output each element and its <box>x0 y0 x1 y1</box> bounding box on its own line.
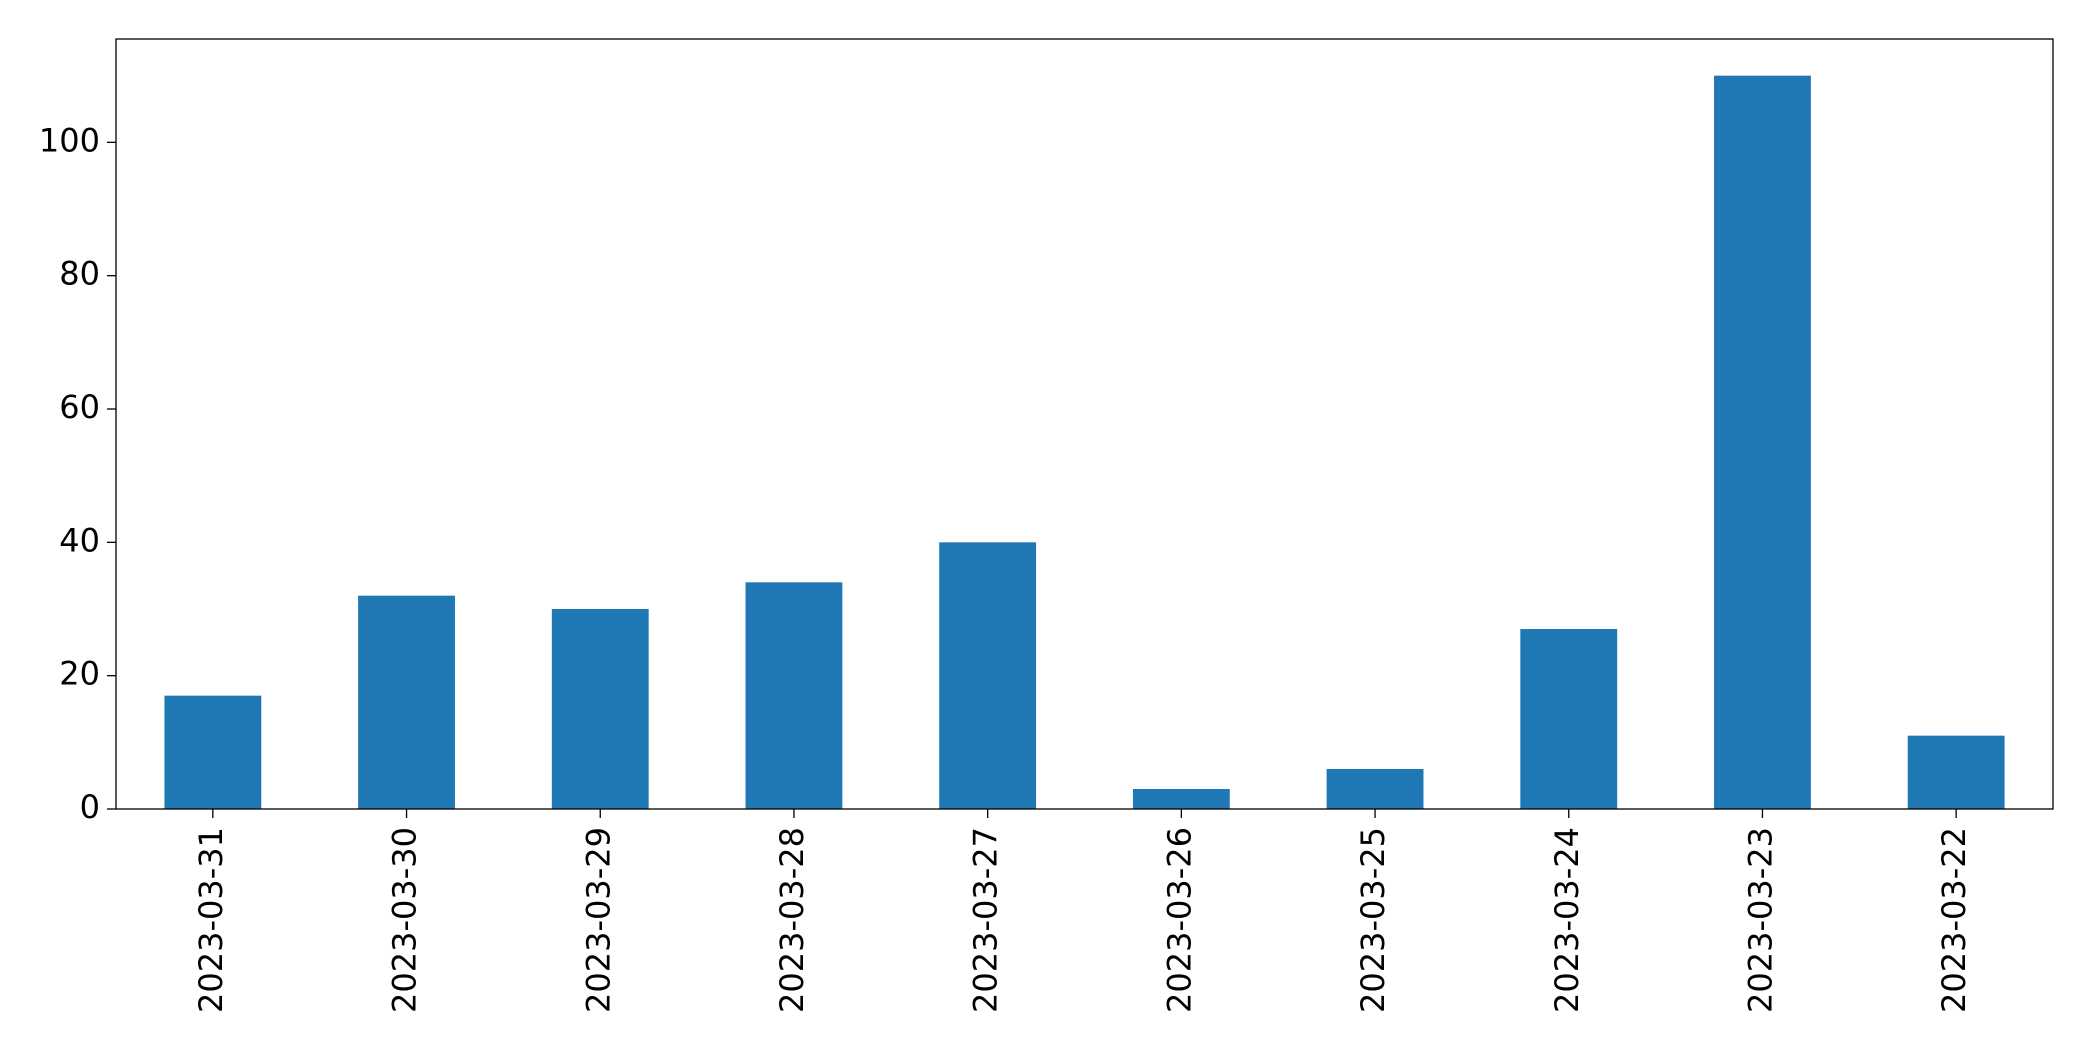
y-tick-label: 40 <box>59 521 100 559</box>
bar <box>1520 629 1618 809</box>
x-tick-label: 2023-03-26 <box>1160 827 1198 1013</box>
y-tick-label: 20 <box>59 655 100 693</box>
bar <box>745 582 843 809</box>
bar <box>164 695 262 809</box>
y-tick-label: 60 <box>59 388 100 426</box>
x-tick-label: 2023-03-23 <box>1741 827 1779 1013</box>
bar <box>1326 769 1424 809</box>
bar <box>1714 75 1811 809</box>
x-tick-label: 2023-03-28 <box>773 827 811 1013</box>
y-tick-label: 80 <box>59 255 100 293</box>
bar <box>1907 735 2005 809</box>
x-tick-label: 2023-03-24 <box>1548 827 1586 1013</box>
x-tick-label: 2023-03-29 <box>579 827 617 1013</box>
bar <box>1132 789 1230 809</box>
x-tick-label: 2023-03-22 <box>1935 827 1973 1013</box>
bar <box>358 595 455 809</box>
bar <box>551 609 649 809</box>
y-tick-label: 0 <box>80 788 100 826</box>
x-tick-label: 2023-03-31 <box>192 827 230 1013</box>
plot-frame <box>115 38 2054 810</box>
bar <box>939 542 1037 809</box>
x-tick-label: 2023-03-30 <box>386 827 424 1013</box>
y-tick-label: 100 <box>39 121 100 159</box>
x-tick-label: 2023-03-25 <box>1354 827 1392 1013</box>
x-tick-label: 2023-03-27 <box>967 827 1005 1013</box>
